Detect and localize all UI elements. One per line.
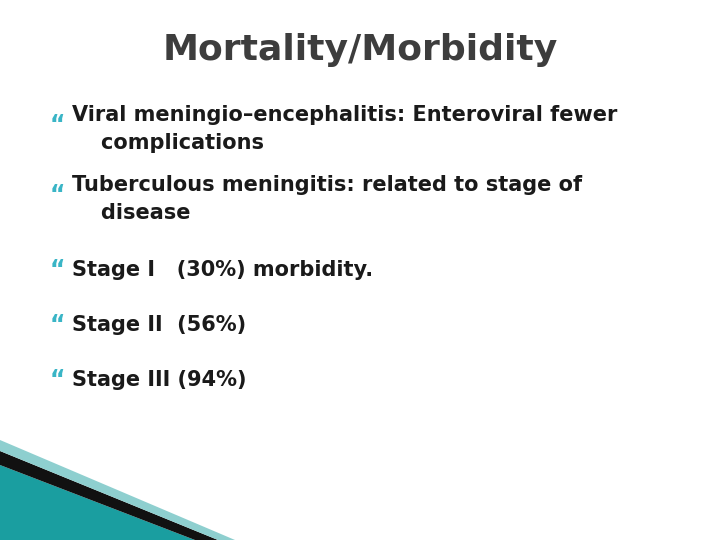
Text: “: “ bbox=[50, 258, 66, 282]
Polygon shape bbox=[0, 451, 218, 540]
Text: “: “ bbox=[50, 368, 66, 392]
Polygon shape bbox=[0, 440, 235, 540]
Text: disease: disease bbox=[72, 203, 191, 223]
Polygon shape bbox=[0, 465, 195, 540]
Text: Stage II  (56%): Stage II (56%) bbox=[72, 315, 246, 335]
Text: Stage III (94%): Stage III (94%) bbox=[72, 370, 246, 390]
Text: Tuberculous meningitis: related to stage of: Tuberculous meningitis: related to stage… bbox=[72, 175, 582, 195]
Text: Stage I   (30%) morbidity.: Stage I (30%) morbidity. bbox=[72, 260, 373, 280]
Text: “: “ bbox=[50, 113, 66, 137]
Text: complications: complications bbox=[72, 133, 264, 153]
Text: “: “ bbox=[50, 313, 66, 337]
Text: Mortality/Morbidity: Mortality/Morbidity bbox=[163, 33, 557, 67]
Text: “: “ bbox=[50, 183, 66, 207]
Text: Viral meningio–encephalitis: Enteroviral fewer: Viral meningio–encephalitis: Enteroviral… bbox=[72, 105, 617, 125]
